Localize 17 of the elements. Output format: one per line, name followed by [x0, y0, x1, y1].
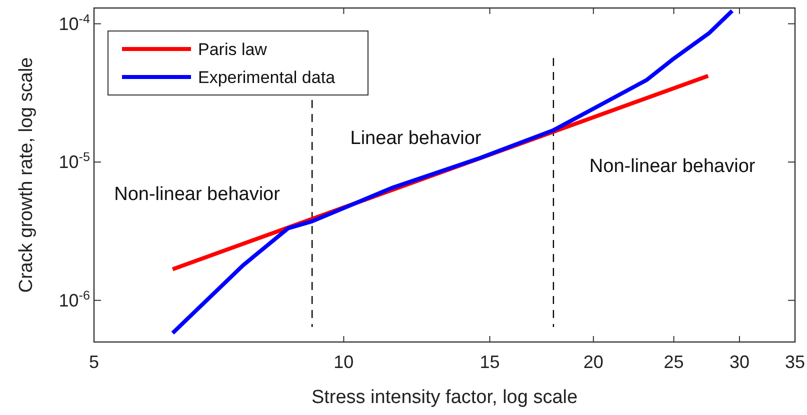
x-tick-label: 30 — [729, 352, 750, 372]
x-tick-label: 25 — [664, 352, 684, 372]
annotation: Non-linear behavior — [114, 184, 281, 206]
x-tick-label: 35 — [784, 352, 806, 372]
x-tick-label: 10 — [334, 352, 354, 372]
x-tick-label: 15 — [480, 352, 500, 372]
x-tick-label: 20 — [583, 352, 604, 372]
legend-label: Paris law — [198, 40, 268, 59]
annotation: Linear behavior — [350, 128, 482, 149]
y-axis-title: Crack growth rate, log scale — [16, 57, 37, 293]
y-tick-label: 10$^{-6}$ — [58, 288, 90, 310]
annotation: Non-linear behavior — [589, 156, 756, 177]
y-tick-label: 10$^{-4}$ — [58, 12, 90, 34]
x-tick-label: 5 — [88, 352, 100, 372]
x-axis-title: Stress intensity factor, log scale — [311, 387, 578, 408]
y-tick-label: 10$^{-5}$ — [58, 150, 90, 172]
legend-label: Experimental data — [198, 68, 336, 87]
